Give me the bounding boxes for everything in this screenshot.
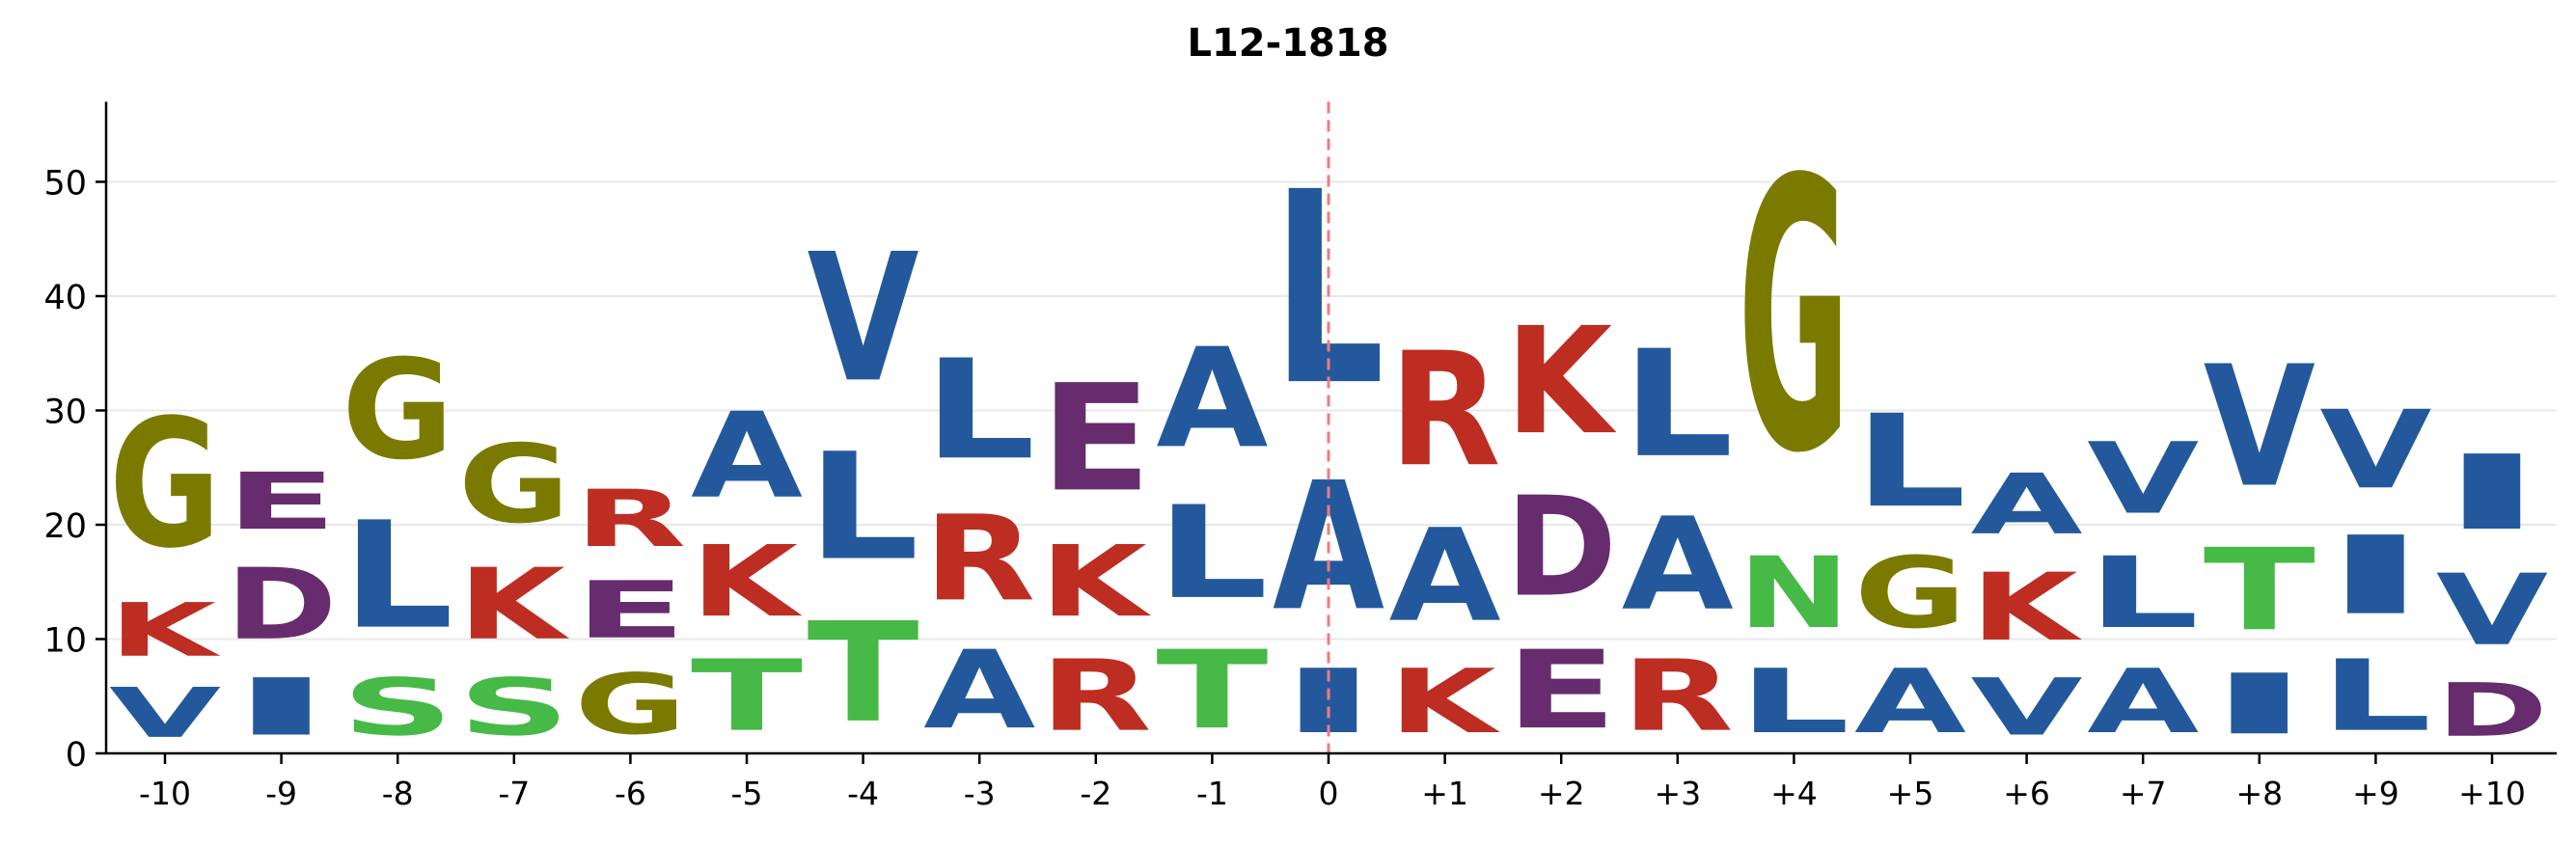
y-tick-label: 0: [66, 736, 87, 775]
logo-letter-I: I: [2204, 656, 2316, 753]
logo-letter-R: R: [1040, 640, 1152, 753]
logo-letter-E: E: [1505, 628, 1617, 753]
logo-letter-E: E: [574, 565, 686, 657]
logo-letter-V: V: [808, 217, 919, 422]
logo-letter-G: G: [342, 331, 453, 491]
x-tick-label: +10: [2458, 775, 2526, 812]
logo-letter-S: S: [342, 663, 453, 753]
logo-letter-T: T: [1156, 627, 1268, 753]
logo-letter-L: L: [1156, 478, 1268, 628]
logo-letter-A: A: [2087, 651, 2199, 753]
logo-letter-I: I: [226, 662, 338, 753]
logo-letter-T: T: [808, 592, 919, 752]
logo-letter-L: L: [1854, 387, 1966, 536]
x-tick-label: +2: [1538, 775, 1585, 812]
x-tick-label: +4: [1770, 775, 1818, 812]
x-tick-label: -5: [731, 775, 763, 812]
x-tick-label: -4: [847, 775, 879, 812]
logo-letter-A: A: [923, 628, 1035, 753]
logo-letter-A: A: [1971, 455, 2083, 553]
logo-letter-E: E: [226, 456, 338, 548]
logo-letter-L: L: [2319, 639, 2431, 753]
x-tick-label: +8: [2235, 775, 2283, 812]
logo-letter-G: G: [1738, 100, 1850, 534]
logo-letter-L: L: [923, 330, 1035, 490]
x-tick-label: -2: [1080, 775, 1111, 812]
chart-title: L12-1818: [1187, 21, 1389, 66]
logo-letter-A: A: [1389, 503, 1501, 650]
logo-letter-L: L: [2087, 535, 2199, 650]
logo-letter-K: K: [109, 588, 221, 673]
x-tick-label: +5: [1887, 775, 1934, 812]
x-tick-label: -10: [139, 775, 191, 812]
logo-letter-G: G: [574, 656, 686, 753]
logo-letter-K: K: [458, 548, 569, 662]
logo-letter-D: D: [1505, 468, 1617, 628]
x-tick-label: -7: [498, 775, 530, 812]
logo-letter-I: I: [1273, 651, 1384, 753]
x-tick-label: -1: [1196, 775, 1228, 812]
logo-letter-R: R: [1622, 640, 1734, 753]
logo-letter-V: V: [2436, 554, 2548, 668]
x-tick-label: +7: [2120, 775, 2167, 812]
logo-letter-R: R: [574, 474, 686, 565]
logo-letter-V: V: [2087, 422, 2199, 536]
x-tick-label: -9: [265, 775, 297, 812]
logo-letter-G: G: [458, 422, 570, 548]
logo-letter-K: K: [1505, 296, 1617, 467]
x-tick-label: +6: [2003, 775, 2050, 812]
logo-letter-G: G: [1854, 537, 1966, 651]
y-tick-label: 20: [43, 507, 87, 546]
logo-letter-K: K: [1389, 650, 1501, 753]
logo-letter-L: L: [1738, 650, 1850, 753]
logo-letter-I: I: [2319, 513, 2431, 639]
logo-letter-R: R: [923, 491, 1035, 628]
y-tick-label: 10: [43, 622, 87, 661]
x-tick-label: 0: [1319, 775, 1339, 812]
logo-letter-L: L: [342, 490, 453, 662]
logo-letter-A: A: [1156, 319, 1268, 479]
logo-letter-L: L: [808, 422, 919, 593]
logo-letter-K: K: [1971, 554, 2083, 662]
y-tick-label: 40: [43, 279, 87, 317]
logo-letter-S: S: [458, 663, 570, 753]
logo-letter-V: V: [109, 673, 221, 753]
logo-letter-V: V: [1971, 663, 2083, 753]
y-tick-label: 50: [43, 165, 87, 204]
x-tick-label: +9: [2352, 775, 2399, 812]
gridlines: [106, 180, 2557, 641]
logo-letter-D: D: [226, 548, 338, 662]
logo-letter-N: N: [1738, 535, 1850, 650]
logo-letter-G: G: [109, 381, 221, 587]
logo-letter-T: T: [2204, 526, 2316, 656]
logo-letter-L: L: [1622, 318, 1734, 490]
logo-letter-D: D: [2436, 668, 2548, 753]
logo-letter-E: E: [1040, 354, 1152, 526]
logo-letter-I: I: [2436, 433, 2548, 553]
logo-letter-A: A: [1854, 651, 1966, 753]
x-tick-label: +1: [1421, 775, 1468, 812]
y-tick-label: 30: [43, 394, 87, 432]
x-tick-label: +3: [1654, 775, 1701, 812]
x-tick-label: -6: [615, 775, 646, 812]
logo-letter-K: K: [691, 526, 802, 640]
logo-letter-V: V: [2319, 388, 2431, 513]
x-tick-label: -8: [382, 775, 414, 812]
logo-letter-R: R: [1389, 318, 1501, 502]
logo-letter-K: K: [1040, 526, 1151, 640]
x-tick-label: -3: [964, 775, 996, 812]
logo-letter-T: T: [691, 640, 803, 753]
letter-stacks: VKGIDESLGSKGGERTKATLVARLRKETLAIALKAREDKR…: [109, 100, 2548, 753]
logo-letter-A: A: [691, 388, 803, 525]
logo-letter-V: V: [2204, 331, 2316, 525]
logo-letter-A: A: [1622, 491, 1734, 639]
